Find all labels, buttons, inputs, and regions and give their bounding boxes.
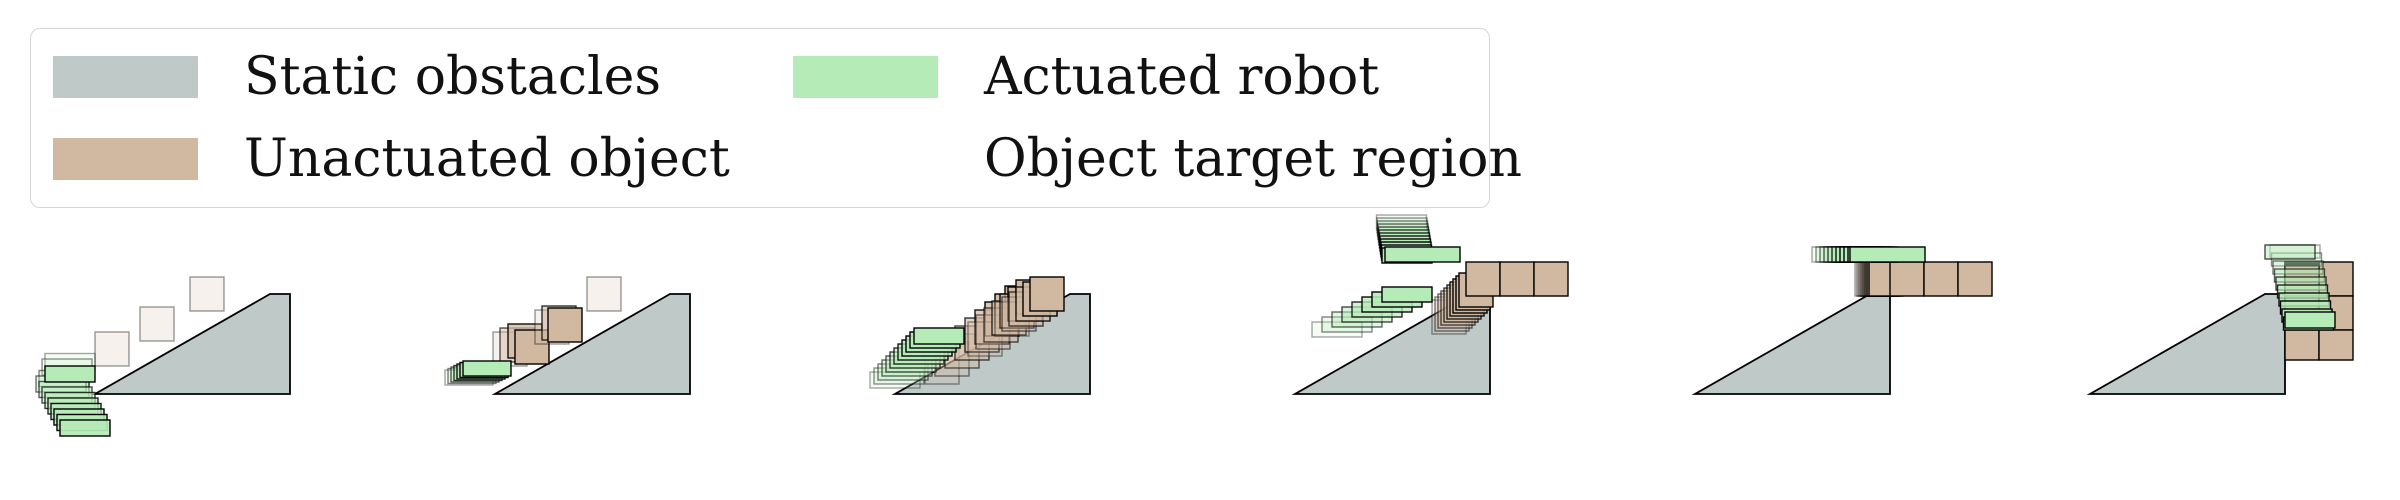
- object-pose: [94, 331, 130, 367]
- robot-pose: [1311, 321, 1363, 338]
- object-pose: [139, 306, 175, 342]
- robot-pose: [913, 327, 965, 345]
- robot-pose: [2264, 244, 2316, 260]
- object-pose: [1533, 261, 1569, 297]
- robot-pose: [1384, 246, 1461, 263]
- object-pose: [1957, 261, 1993, 297]
- legend-swatch-actuated-robot: [793, 56, 938, 98]
- legend-label-object-target-region: Object target region: [984, 129, 1522, 189]
- object-pose: [2284, 329, 2320, 361]
- object-pose: [2318, 329, 2354, 361]
- legend-entry-object-target-region: Object target region: [793, 133, 1522, 185]
- object-pose: [189, 276, 225, 312]
- legend-label-actuated-robot: Actuated robot: [984, 47, 1380, 107]
- object-pose: [1889, 261, 1925, 297]
- static-obstacle-ramp: [1691, 293, 1891, 395]
- object-pose: [586, 276, 622, 312]
- legend: Static obstacles Actuated robot Unactuat…: [30, 28, 1522, 208]
- object-pose: [547, 307, 583, 343]
- static-obstacle-ramp: [2086, 293, 2286, 395]
- robot-pose: [2272, 260, 2324, 275]
- robot-pose: [1381, 286, 1433, 303]
- legend-entry-static-obstacles: Static obstacles: [53, 51, 661, 103]
- robot-pose: [44, 365, 96, 383]
- robot-pose: [1849, 246, 1926, 263]
- object-pose: [1029, 276, 1065, 312]
- legend-entry-actuated-robot: Actuated robot: [793, 51, 1379, 103]
- static-obstacle-ramp: [491, 293, 691, 395]
- legend-entry-unactuated-object: Unactuated object: [53, 133, 730, 185]
- legend-label-unactuated-object: Unactuated object: [244, 129, 730, 189]
- object-pose: [1923, 261, 1959, 297]
- legend-swatch-unactuated-object: [53, 138, 198, 180]
- legend-label-static-obstacles: Static obstacles: [244, 47, 662, 107]
- static-obstacle-ramp: [91, 293, 291, 395]
- robot-pose: [2284, 311, 2336, 329]
- robot-pose: [462, 360, 512, 377]
- legend-swatch-static-obstacles: [53, 56, 198, 98]
- robot-pose: [59, 419, 111, 437]
- object-pose: [1465, 261, 1501, 297]
- object-pose: [1499, 261, 1535, 297]
